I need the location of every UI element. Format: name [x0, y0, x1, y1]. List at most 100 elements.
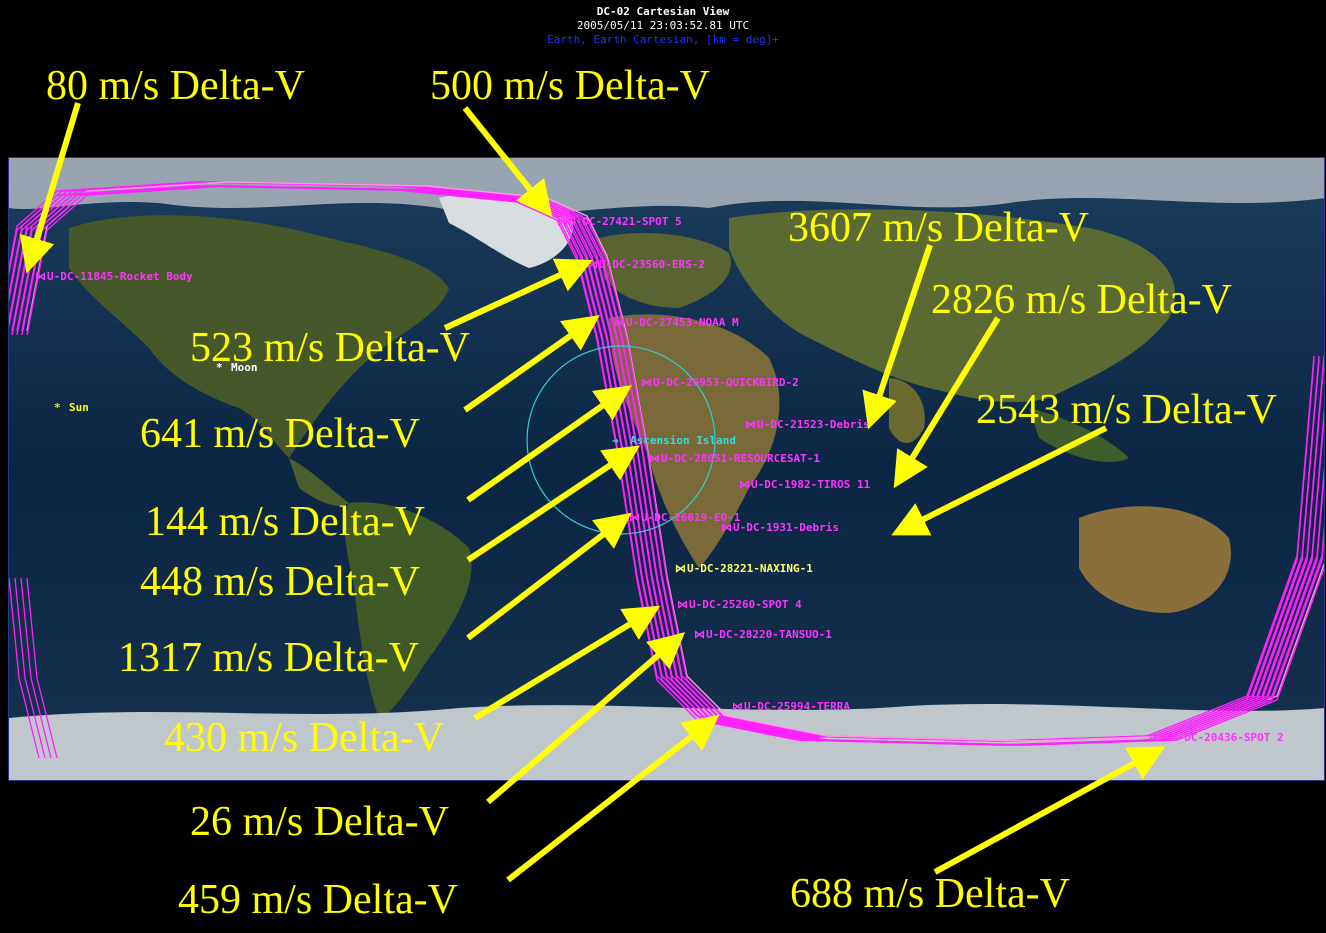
satellite-label: U-DC-28220-TANSUO-1: [706, 628, 832, 641]
satellite-icon: ⋈: [649, 452, 660, 465]
delta-v-label-641: 641 m/s Delta-V: [140, 411, 420, 457]
delta-v-label-523: 523 m/s Delta-V: [190, 325, 470, 371]
india: [889, 378, 925, 443]
annotation-arrow: [506, 714, 720, 883]
europe: [599, 233, 731, 308]
satellite-label: U-DC-27421-SPOT 5: [569, 215, 682, 228]
annotation-arrow: [466, 512, 632, 641]
delta-v-label-688: 688 m/s Delta-V: [790, 871, 1070, 917]
satellite-marker: ⋈ U-DC-28221-NAXING-1: [675, 562, 813, 575]
satellite-marker: ⋈ U-DC-1931-Debris: [721, 521, 839, 534]
annotation-arrow: [19, 102, 81, 274]
satellite-label: U-DC-23560-ERS-2: [599, 258, 705, 271]
world-map-canvas: * Moon * Sun ⇒ Ascension Island ⋈ U-DC-11…: [9, 158, 1324, 780]
satellite-icon: ⋈: [721, 521, 732, 534]
satellite-marker: ⋈ U-DC-26619-EO-1: [629, 511, 741, 524]
delta-v-label-3607: 3607 m/s Delta-V: [788, 205, 1089, 251]
satellite-marker: ⋈ U-DC-28220-TANSUO-1: [694, 628, 832, 641]
satellite-markers: ⋈ U-DC-11845-Rocket Body⋈ U-DC-27421-SPOT …: [35, 215, 1284, 744]
satellite-label: U-DC-27453-NOAA M: [626, 316, 739, 329]
view-title: DC-02 Cartesian View: [596, 5, 730, 18]
annotation-arrow: [891, 425, 1108, 536]
australia: [1079, 506, 1231, 613]
delta-v-label-2826: 2826 m/s Delta-V: [931, 277, 1232, 323]
satellite-label: U-DC-11845-Rocket Body: [47, 270, 193, 283]
delta-v-label-144: 144 m/s Delta-V: [145, 499, 425, 545]
delta-v-label-80: 80 m/s Delta-V: [46, 63, 305, 109]
satellite-label: U-DC-25994-TERRA: [744, 700, 850, 713]
satellite-icon: ⋈: [739, 478, 750, 491]
satellite-icon: ⋈: [629, 511, 640, 524]
satellite-icon: ⋈: [1159, 731, 1170, 744]
sun-label: Sun: [69, 401, 89, 414]
annotation-arrow: [466, 445, 640, 563]
annotation-arrow: [443, 258, 593, 331]
satellite-icon: ⋈: [675, 562, 686, 575]
southeast-asia: [1029, 408, 1129, 462]
annotation-arrow: [862, 244, 933, 430]
delta-v-label-26: 26 m/s Delta-V: [190, 799, 449, 845]
satellite-label: U-DC-26953-QUICKBIRD-2: [653, 376, 799, 389]
satellite-icon: ⋈: [677, 598, 688, 611]
satellite-icon: ⋈: [694, 628, 705, 641]
asia: [729, 209, 1176, 403]
delta-v-label-459: 459 m/s Delta-V: [178, 877, 458, 923]
landmasses: [9, 158, 1324, 780]
orbit-track: [26, 577, 58, 759]
sun-marker: * Sun: [54, 401, 89, 414]
satellite-icon: ⋈: [732, 700, 743, 713]
satellite-label: U-DC-28051-RESOURCESAT-1: [661, 452, 820, 465]
satellite-marker: ⋈ U-DC-1982-TIROS 11: [739, 478, 871, 491]
delta-v-label-1317: 1317 m/s Delta-V: [118, 635, 419, 681]
satellite-label: U-DC-26619-EO-1: [641, 511, 741, 524]
delta-v-label-448: 448 m/s Delta-V: [140, 559, 420, 605]
annotation-arrow: [933, 746, 1166, 875]
satellite-marker: ⋈ U-DC-20436-SPOT 2: [1159, 731, 1284, 744]
satellite-label: U-DC-1931-Debris: [733, 521, 839, 534]
satellite-marker: ⋈ U-DC-27453-NOAA M: [614, 316, 739, 329]
satellite-marker: ⋈ U-DC-21523-Debris: [745, 418, 870, 431]
satellite-label: U-DC-25260-SPOT 4: [689, 598, 802, 611]
moon-marker: * Moon: [216, 361, 258, 374]
sun-symbol: *: [54, 401, 61, 414]
ascension-label: Ascension Island: [630, 434, 736, 447]
satellite-icon: ⋈: [641, 376, 652, 389]
ascension-symbol: ⇒: [612, 434, 619, 447]
africa: [609, 314, 780, 568]
south-america: [344, 502, 472, 718]
satellite-label: U-DC-20436-SPOT 2: [1171, 731, 1284, 744]
satellite-marker: ⋈ U-DC-25260-SPOT 4: [677, 598, 802, 611]
satellite-marker: ⋈ U-DC-27421-SPOT 5: [557, 215, 682, 228]
delta-v-label-430: 430 m/s Delta-V: [164, 715, 444, 761]
satellite-marker: ⋈ U-DC-28051-RESOURCESAT-1: [649, 452, 820, 465]
satellite-marker: ⋈ U-DC-26953-QUICKBIRD-2: [641, 376, 799, 389]
annotation-arrow: [473, 605, 661, 721]
annotation-arrow: [893, 316, 1001, 489]
delta-v-label-500: 500 m/s Delta-V: [430, 63, 710, 109]
moon-symbol: *: [216, 361, 223, 374]
annotation-arrow: [486, 632, 686, 805]
orbit-track: [14, 577, 46, 759]
satellite-icon: ⋈: [745, 418, 756, 431]
satellite-icon: ⋈: [614, 316, 625, 329]
north-america: [69, 215, 449, 458]
annotation-arrow: [462, 106, 553, 218]
satellite-label: U-DC-1982-TIROS 11: [751, 478, 871, 491]
central-america: [289, 458, 349, 506]
orbit-track: [9, 577, 40, 759]
satellite-marker: ⋈ U-DC-11845-Rocket Body: [35, 270, 193, 283]
satellite-label: U-DC-28221-NAXING-1: [687, 562, 813, 575]
view-subtitle: Earth, Earth Cartesian, [km = deg]+: [547, 33, 779, 46]
view-timestamp: 2005/05/11 23:03:52.81 UTC: [576, 19, 750, 32]
satellite-marker: ⋈ U-DC-25994-TERRA: [732, 700, 850, 713]
annotation-arrow: [466, 385, 632, 503]
world-map: * Moon * Sun ⇒ Ascension Island ⋈ U-DC-11…: [8, 157, 1325, 781]
ascension-island-marker: ⇒ Ascension Island: [612, 434, 736, 447]
antarctica: [9, 704, 1324, 780]
delta-v-label-2543: 2543 m/s Delta-V: [976, 387, 1277, 433]
arctic-ice: [9, 158, 1324, 215]
annotation-arrow: [463, 315, 600, 413]
satellite-icon: ⋈: [557, 215, 568, 228]
